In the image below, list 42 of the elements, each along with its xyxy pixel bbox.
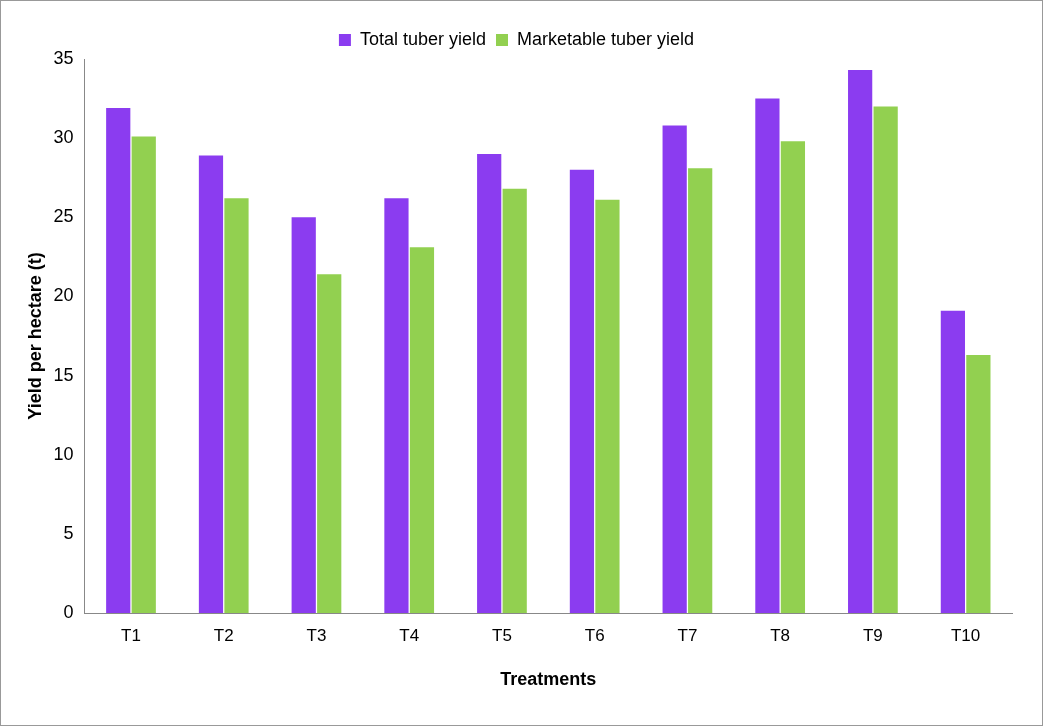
x-axis-title: Treatments	[500, 669, 597, 690]
bar	[940, 310, 965, 613]
bar	[848, 70, 873, 613]
y-tick-label: 10	[53, 443, 74, 464]
bar	[317, 274, 342, 613]
bar	[224, 198, 249, 613]
x-tick-label: T10	[950, 625, 981, 645]
y-tick-label: 35	[53, 47, 74, 68]
y-tick-label: 5	[63, 522, 74, 543]
x-tick-label: T1	[121, 625, 141, 645]
x-tick-label: T9	[862, 625, 883, 645]
y-tick-label: 0	[63, 601, 74, 622]
x-tick-label: T7	[677, 625, 698, 645]
x-tick-label: T2	[213, 625, 234, 645]
bar	[106, 108, 131, 613]
bar	[780, 141, 806, 613]
bar	[662, 125, 687, 613]
legend-label: Total tuber yield	[359, 28, 486, 49]
bar	[502, 188, 527, 613]
x-tick-label: T4	[399, 625, 420, 645]
bar	[291, 217, 316, 613]
bar	[198, 155, 224, 613]
bar	[688, 168, 713, 613]
y-axis-title: Yield per hectare (t)	[24, 252, 45, 420]
x-tick-label: T8	[770, 625, 791, 645]
bar	[966, 354, 991, 613]
y-tick-label: 20	[53, 285, 74, 306]
bar	[131, 136, 156, 613]
bar	[477, 153, 502, 613]
bar	[595, 199, 620, 613]
y-tick-label: 25	[53, 206, 74, 227]
y-tick-label: 15	[53, 364, 74, 385]
bar	[409, 247, 435, 613]
y-tick-label: 30	[53, 127, 74, 148]
bar	[755, 98, 780, 613]
x-tick-label: T3	[306, 625, 327, 645]
x-tick-label: T5	[492, 625, 512, 645]
bar	[873, 106, 898, 613]
x-tick-label: T6	[584, 625, 605, 645]
legend-label: Marketable tuber yield	[516, 28, 695, 49]
bar	[569, 169, 595, 613]
bar	[384, 198, 409, 613]
